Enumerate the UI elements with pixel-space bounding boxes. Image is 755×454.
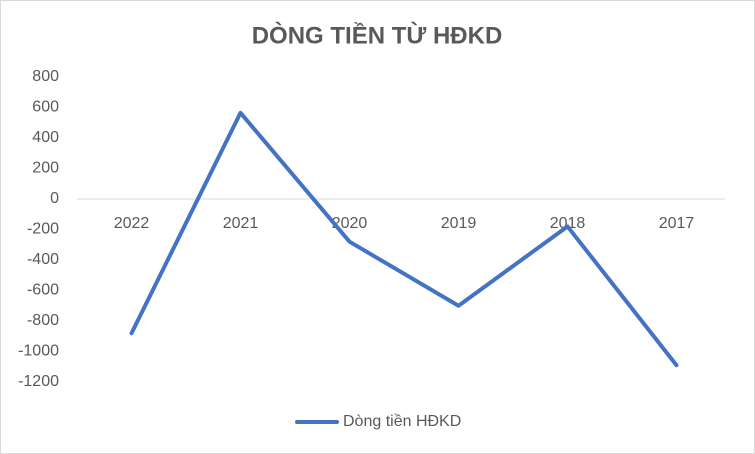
y-tick-label: 200 bbox=[32, 160, 59, 177]
y-tick-label: -200 bbox=[27, 221, 59, 238]
y-tick-label: 400 bbox=[32, 129, 59, 146]
x-tick-label: 2017 bbox=[659, 215, 695, 232]
x-tick-label: 2018 bbox=[550, 215, 586, 232]
y-tick-label: -800 bbox=[27, 312, 59, 329]
y-tick-label: -600 bbox=[27, 282, 59, 299]
legend-label: Dòng tiền HĐKD bbox=[343, 413, 461, 430]
y-tick-label: 600 bbox=[32, 99, 59, 116]
y-tick-label: -1200 bbox=[18, 373, 59, 390]
y-tick-label: -400 bbox=[27, 251, 59, 268]
x-tick-label: 2021 bbox=[223, 215, 259, 232]
data-line bbox=[129, 110, 679, 368]
y-tick-label: 800 bbox=[32, 68, 59, 85]
x-tick-label: 2019 bbox=[441, 215, 477, 232]
y-tick-label: -1000 bbox=[18, 343, 59, 360]
x-tick-label: 2020 bbox=[332, 215, 368, 232]
x-tick-label: 2022 bbox=[114, 215, 150, 232]
chart-title: DÒNG TIỀN TỪ HĐKD bbox=[252, 21, 503, 49]
y-tick-label: 0 bbox=[50, 190, 59, 207]
